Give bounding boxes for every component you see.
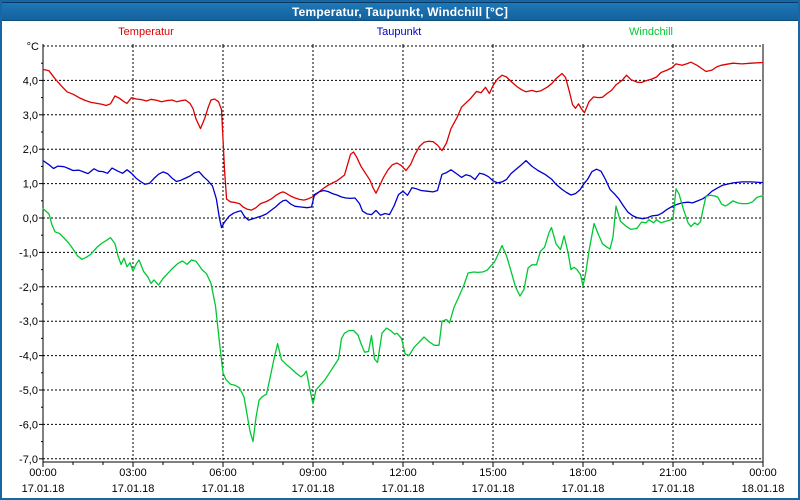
y-tick-label: -5,0	[19, 385, 38, 397]
legend-item-temperatur: Temperatur	[118, 26, 174, 38]
y-tick-label: -2,0	[19, 282, 38, 294]
y-tick-label: -6,0	[19, 419, 38, 431]
x-tick-time: 12:00	[389, 467, 417, 479]
x-tick-date: 17.01.18	[112, 483, 155, 495]
y-tick-label: 2,0	[23, 144, 38, 156]
y-tick-label: -7,0	[19, 454, 38, 466]
y-axis-unit: °C	[27, 41, 39, 53]
y-tick-label: 0,0	[23, 213, 38, 225]
x-tick-date: 17.01.18	[652, 483, 695, 495]
y-tick-label: -3,0	[19, 316, 38, 328]
x-tick-date: 17.01.18	[382, 483, 425, 495]
x-tick-time: 09:00	[299, 467, 327, 479]
series-line-windchill	[42, 188, 764, 443]
x-tick-time: 15:00	[479, 467, 507, 479]
legend-item-windchill: Windchill	[628, 26, 674, 38]
x-tick-time: 18:00	[569, 467, 597, 479]
series-line-taupunkt	[42, 159, 764, 229]
y-tick-label: 3,0	[23, 110, 38, 122]
title-bar: Temperatur, Taupunkt, Windchill [°C]	[2, 2, 798, 21]
x-tick-date: 17.01.18	[562, 483, 605, 495]
x-tick-time: 00:00	[29, 467, 57, 479]
chart-canvas: 4,0 3,0 2,0 1,0 0,0 -1,0 -2,0 -3,0 -4,0 -5,0 -6,0 -…	[19, 41, 785, 495]
x-tick-time: 06:00	[209, 467, 237, 479]
y-tick-label: -4,0	[19, 351, 38, 363]
x-tick-date: 17.01.18	[202, 483, 245, 495]
x-tick-date: 17.01.18	[472, 483, 515, 495]
x-tick-time: 21:00	[659, 467, 687, 479]
y-tick-label: -1,0	[19, 247, 38, 259]
series-line-temperatur	[42, 61, 764, 211]
y-tick-label: 4,0	[23, 75, 38, 87]
x-tick-date: 18.01.18	[742, 483, 785, 495]
x-tick-date: 17.01.18	[22, 483, 65, 495]
y-tick-label: 1,0	[23, 179, 38, 191]
chart-title: Temperatur, Taupunkt, Windchill [°C]	[291, 4, 509, 19]
x-tick-date: 17.01.18	[292, 483, 335, 495]
legend-item-taupunkt: Taupunkt	[376, 26, 422, 38]
x-tick-time: 03:00	[119, 467, 147, 479]
x-tick-time: 00:00	[749, 467, 777, 479]
